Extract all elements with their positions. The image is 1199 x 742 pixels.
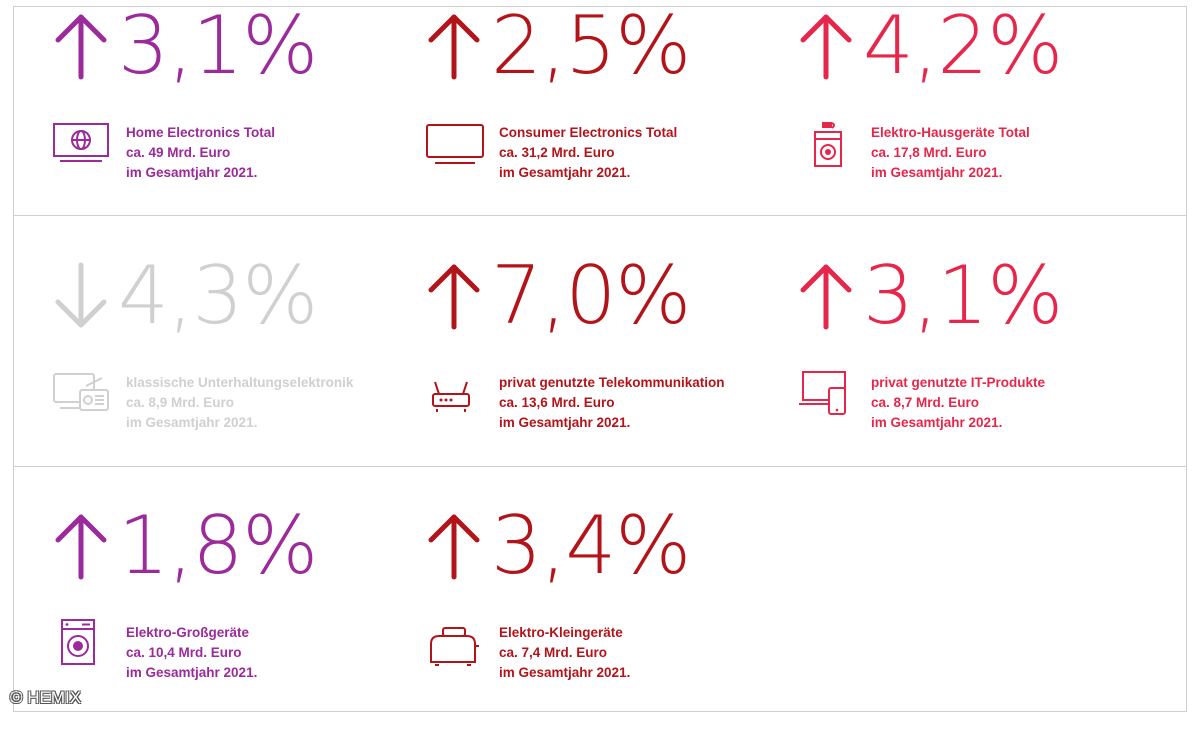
- stat-amount: ca. 8,9 Mrd. Euro: [126, 395, 235, 410]
- tv-icon: [425, 118, 485, 168]
- stat-period: im Gesamtjahr 2021.: [871, 165, 1003, 180]
- stat-period: im Gesamtjahr 2021.: [126, 665, 258, 680]
- stat-title: privat genutzte IT-Produkte: [871, 375, 1046, 390]
- row-divider: [13, 215, 1187, 216]
- stat-period: im Gesamtjahr 2021.: [126, 415, 258, 430]
- stats-board: [13, 6, 1187, 712]
- stat-description: Elektro-Kleingeräte ca. 7,4 Mrd. Euro im G…: [499, 623, 630, 683]
- stat-description: klassische Unterhaltungselektronik ca. 8,…: [126, 373, 353, 433]
- toaster-icon: [425, 618, 485, 668]
- stat-amount: ca. 7,4 Mrd. Euro: [499, 645, 608, 660]
- change-label: 4,3%: [118, 249, 318, 342]
- stat-amount: ca. 8,7 Mrd. Euro: [871, 395, 980, 410]
- stat-description: Elektro-Hausgeräte Total ca. 17,8 Mrd. Eu…: [871, 123, 1030, 183]
- stat-amount: ca. 13,6 Mrd. Euro: [499, 395, 615, 410]
- change-value: 3,4%: [425, 496, 691, 596]
- arrow-up-icon: [425, 261, 483, 331]
- change-label: 3,1%: [118, 0, 318, 92]
- arrow-up-icon: [52, 511, 110, 581]
- change-value: 2,5%: [425, 0, 691, 96]
- stat-cell-it: 3,1% privat genutzte IT-Produkte ca. 8,7 M…: [797, 256, 1167, 492]
- change-label: 3,4%: [491, 499, 691, 592]
- washing-machine-icon: [52, 618, 112, 668]
- stat-cell-klassisch: 4,3% klassische Unterhaltungselektronik ca…: [52, 256, 422, 492]
- stat-cell-gross: 1,8% Elektro-Großgeräte ca. 10,4 Mrd. Euro…: [52, 506, 422, 742]
- stat-period: im Gesamtjahr 2021.: [499, 165, 631, 180]
- stat-cell-consumer: 2,5% Consumer Electronics Total ca. 31,2 M…: [425, 6, 795, 242]
- change-label: 1,8%: [118, 499, 318, 592]
- change-label: 2,5%: [491, 0, 691, 92]
- stat-description: Consumer Electronics Total ca. 31,2 Mrd. …: [499, 123, 677, 183]
- stat-amount: ca. 10,4 Mrd. Euro: [126, 645, 242, 660]
- stat-amount: ca. 17,8 Mrd. Euro: [871, 145, 987, 160]
- stat-title: Elektro-Hausgeräte Total: [871, 125, 1030, 140]
- stat-cell-hausgeraete: 4,2% Elektro-Hausgeräte Total ca. 17,8 Mrd…: [797, 6, 1167, 242]
- router-icon: [425, 368, 485, 418]
- stat-period: im Gesamtjahr 2021.: [499, 665, 631, 680]
- row-divider: [13, 466, 1187, 467]
- monitor-globe-icon: [52, 118, 112, 168]
- stat-description: privat genutzte IT-Produkte ca. 8,7 Mrd. …: [871, 373, 1045, 433]
- change-value: 4,2%: [797, 0, 1063, 96]
- stat-amount: ca. 31,2 Mrd. Euro: [499, 145, 615, 160]
- change-label: 3,1%: [863, 249, 1063, 342]
- change-value: 4,3%: [52, 246, 318, 346]
- change-value: 7,0%: [425, 246, 691, 346]
- stat-title: Consumer Electronics Total: [499, 125, 678, 140]
- stat-period: im Gesamtjahr 2021.: [871, 415, 1003, 430]
- arrow-up-icon: [797, 11, 855, 81]
- change-value: 3,1%: [52, 0, 318, 96]
- stat-description: privat genutzte Telekommunikation ca. 13,…: [499, 373, 725, 433]
- stat-title: Elektro-Kleingeräte: [499, 625, 623, 640]
- arrow-up-icon: [52, 11, 110, 81]
- stat-description: Home Electronics Total ca. 49 Mrd. Euro im…: [126, 123, 275, 183]
- laptop-phone-icon: [797, 368, 857, 418]
- stat-title: Elektro-Großgeräte: [126, 625, 250, 640]
- arrow-up-icon: [797, 261, 855, 331]
- arrow-down-icon: [52, 261, 110, 331]
- change-value: 3,1%: [797, 246, 1063, 346]
- arrow-up-icon: [425, 511, 483, 581]
- tv-radio-icon: [52, 368, 112, 418]
- washer-kettle-icon: [797, 118, 857, 168]
- stat-amount: ca. 49 Mrd. Euro: [126, 145, 231, 160]
- change-label: 7,0%: [491, 249, 691, 342]
- arrow-up-icon: [425, 11, 483, 81]
- stat-period: im Gesamtjahr 2021.: [126, 165, 258, 180]
- stat-period: im Gesamtjahr 2021.: [499, 415, 631, 430]
- change-label: 4,2%: [863, 0, 1063, 92]
- change-value: 1,8%: [52, 496, 318, 596]
- stat-title: privat genutzte Telekommunikation: [499, 375, 725, 390]
- stat-cell-telekom: 7,0% privat genutzte Telekommunikation ca.…: [425, 256, 795, 492]
- stat-cell-home: 3,1% Home Electronics Total ca. 49 Mrd. Eu…: [52, 6, 422, 242]
- stat-title: Home Electronics Total: [126, 125, 276, 140]
- stat-cell-klein: 3,4% Elektro-Kleingeräte ca. 7,4 Mrd. Euro…: [425, 506, 795, 742]
- stat-description: Elektro-Großgeräte ca. 10,4 Mrd. Euro im G…: [126, 623, 257, 683]
- copyright-credit: © HEMIX: [10, 688, 82, 707]
- stat-title: klassische Unterhaltungselektronik: [126, 375, 354, 390]
